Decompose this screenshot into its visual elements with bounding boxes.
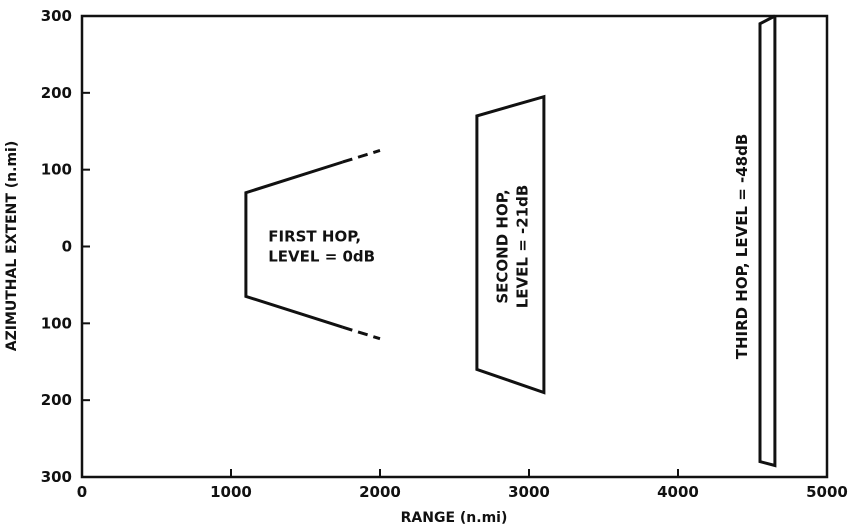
x-tick-label: 4000 [657, 483, 699, 501]
plot-frame [80, 14, 829, 479]
second-hop-label-line: SECOND HOP, [494, 189, 512, 303]
hop-annotations: FIRST HOP, LEVEL = 0dB SECOND HOP, LEVEL = … [268, 134, 751, 360]
second-hop-label: SECOND HOP, LEVEL = -21dB [494, 185, 532, 309]
second-hop-label-line: LEVEL = -21dB [514, 185, 532, 309]
first-hop-label-line: FIRST HOP, [268, 228, 361, 246]
x-tick-label: 0 [77, 483, 87, 501]
third-hop-label-line: THIRD HOP, LEVEL = -48dB [733, 134, 751, 360]
y-tick-label: 300 [41, 468, 72, 486]
y-tick-label: 0 [62, 238, 72, 256]
x-axis-title: RANGE (n.mi) [401, 510, 508, 526]
first-hop-region-dashed-extension [342, 325, 381, 341]
y-axis-ticks: 300 200 100 0 100 200 300 [41, 7, 90, 486]
x-tick-label: 5000 [806, 483, 848, 501]
y-tick-label: 100 [41, 314, 72, 332]
first-hop-label-line: LEVEL = 0dB [268, 248, 375, 266]
x-tick-label: 1000 [210, 483, 252, 501]
y-tick-label: 100 [41, 161, 72, 179]
first-hop-region-dashed-extension [342, 149, 381, 164]
third-hop-region-outline [758, 14, 777, 468]
hop-regions [244, 14, 777, 468]
x-axis-ticks: 0 1000 2000 3000 4000 5000 [77, 469, 848, 501]
first-hop-region-outline [244, 160, 344, 329]
x-tick-label: 2000 [359, 483, 401, 501]
y-tick-label: 200 [41, 84, 72, 102]
second-hop-region-outline [475, 94, 546, 395]
y-tick-label: 200 [41, 391, 72, 409]
first-hop-label: FIRST HOP, LEVEL = 0dB [268, 228, 375, 266]
y-tick-label: 300 [41, 7, 72, 25]
y-axis-title: AZIMUTHAL EXTENT (n.mi) [4, 141, 20, 351]
third-hop-label: THIRD HOP, LEVEL = -48dB [733, 134, 751, 360]
x-tick-label: 3000 [508, 483, 550, 501]
